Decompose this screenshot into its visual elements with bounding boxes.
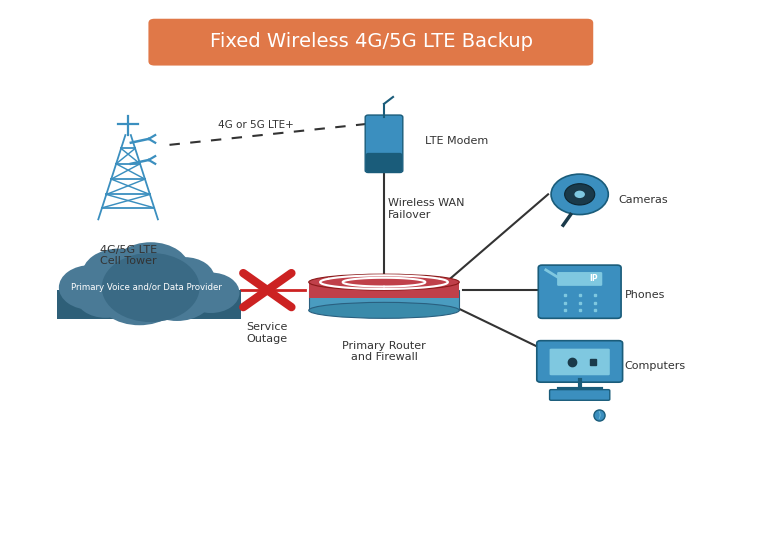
FancyBboxPatch shape (365, 115, 402, 173)
Text: Fixed Wireless 4G/5G LTE Backup: Fixed Wireless 4G/5G LTE Backup (210, 32, 533, 51)
Text: 4G/5G LTE
Cell Tower: 4G/5G LTE Cell Tower (100, 245, 157, 267)
Circle shape (141, 270, 214, 321)
Bar (309, 282, 459, 298)
FancyBboxPatch shape (537, 340, 623, 382)
Circle shape (564, 184, 594, 205)
Circle shape (154, 257, 214, 300)
Circle shape (574, 191, 585, 198)
Circle shape (75, 275, 136, 318)
FancyBboxPatch shape (550, 390, 610, 400)
FancyBboxPatch shape (366, 153, 402, 172)
Text: Primary Voice and/or Data Provider: Primary Voice and/or Data Provider (71, 283, 223, 292)
Circle shape (82, 249, 154, 300)
FancyBboxPatch shape (538, 265, 621, 318)
Text: ): ) (597, 411, 600, 420)
FancyBboxPatch shape (557, 272, 602, 286)
Text: Service
Outage: Service Outage (247, 322, 288, 344)
Circle shape (111, 242, 190, 298)
FancyBboxPatch shape (550, 349, 610, 375)
Text: Cameras: Cameras (619, 194, 668, 205)
Circle shape (59, 265, 122, 310)
Ellipse shape (309, 274, 459, 290)
Text: 4G or 5G LTE+: 4G or 5G LTE+ (218, 121, 294, 130)
Bar (309, 290, 459, 311)
Circle shape (101, 253, 200, 322)
Bar (57, 290, 241, 319)
Text: Computers: Computers (625, 361, 686, 371)
Circle shape (182, 273, 240, 313)
Text: LTE Modem: LTE Modem (425, 136, 488, 146)
Text: Phones: Phones (625, 291, 665, 300)
Circle shape (551, 174, 608, 214)
Text: IP: IP (589, 274, 598, 283)
Circle shape (96, 263, 183, 325)
Text: Wireless WAN
Failover: Wireless WAN Failover (388, 198, 465, 220)
Text: Primary Router
and Firewall: Primary Router and Firewall (342, 340, 426, 362)
FancyBboxPatch shape (148, 18, 593, 66)
Ellipse shape (309, 302, 459, 318)
